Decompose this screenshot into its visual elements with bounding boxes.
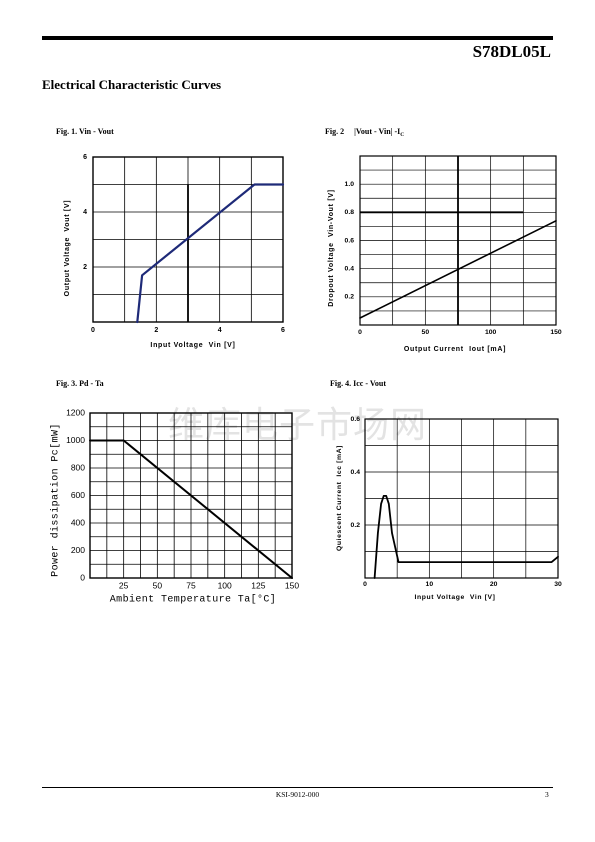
y-tick-label: 6 xyxy=(83,154,87,161)
figure-3-caption: Fig. 3. Pd - Ta xyxy=(56,379,104,388)
y-tick-label: 600 xyxy=(71,490,85,500)
page-number: 3 xyxy=(545,790,549,799)
x-tick-label: 0 xyxy=(363,581,367,588)
x-tick-label: 0 xyxy=(91,327,95,334)
x-tick-label: 20 xyxy=(490,581,498,588)
plot-frame xyxy=(364,418,559,579)
figure-1-chart: 0 2 4 6 2 4 6 Input Voltage Vin [V] Output Volta… xyxy=(64,154,285,349)
figure-1-caption: Fig. 1. Vin - Vout xyxy=(56,127,114,136)
x-tick-label: 0 xyxy=(358,329,362,336)
document-code: KSI-9012-000 xyxy=(275,790,320,799)
x-tick-label: 100 xyxy=(218,580,232,590)
y-tick-label: 2 xyxy=(83,264,87,271)
y-tick-label: 0.6 xyxy=(351,416,361,423)
y-tick-label: 0.4 xyxy=(351,469,361,476)
figure-2-caption-formula: |Vout - Vin| -I xyxy=(354,127,401,136)
plot-frame xyxy=(89,412,293,579)
data-line xyxy=(373,494,559,579)
y-tick-label: 0 xyxy=(80,572,85,582)
x-tick-label: 100 xyxy=(485,329,497,336)
x-axis-label: Output Current Iout [mA] xyxy=(404,346,506,353)
y-tick-label: 0.2 xyxy=(345,294,355,301)
y-axis-label: Quiescent Current Icc [mA] xyxy=(336,445,343,551)
y-axis-label: Dropout Voltage Vin-Vout [V] xyxy=(328,189,335,307)
section-title: Electrical Characteristic Curves xyxy=(42,77,222,92)
x-tick-label: 50 xyxy=(153,580,163,590)
figure-4-caption: Fig. 4. Icc - Vout xyxy=(330,379,386,388)
data-line xyxy=(89,439,293,579)
y-axis-label: Output Voltage Vout [V] xyxy=(64,200,71,297)
x-tick-label: 6 xyxy=(281,327,285,334)
y-tick-label: 1000 xyxy=(66,435,85,445)
y-tick-label: 1.0 xyxy=(345,181,355,188)
x-axis-label: Input Voltage Vin [V] xyxy=(150,342,235,349)
x-tick-label: 25 xyxy=(119,580,129,590)
part-number-title: S78DL05L xyxy=(472,42,551,61)
x-tick-label: 150 xyxy=(285,580,299,590)
y-tick-label: 200 xyxy=(71,545,85,555)
figure-2-caption-label: Fig. 2 xyxy=(325,127,345,136)
figure-2-chart: 0 50 100 150 0.2 0.4 0.6 0.8 1.0 Output Current I… xyxy=(328,155,562,353)
plot-frame xyxy=(359,155,557,326)
x-tick-label: 150 xyxy=(550,329,562,336)
x-tick-label: 50 xyxy=(422,329,430,336)
plot-frame xyxy=(92,156,284,323)
figure-2-caption-subscript: C xyxy=(400,132,405,138)
y-tick-label: 0.8 xyxy=(345,209,355,216)
y-tick-label: 800 xyxy=(71,462,85,472)
y-tick-label: 400 xyxy=(71,517,85,527)
x-tick-label: 30 xyxy=(554,581,562,588)
y-tick-label: 0.4 xyxy=(345,265,355,272)
data-line xyxy=(136,183,285,324)
figure-3-chart: 25 50 75 100 125 150 0 200 400 600 800 1000 1200 Ambi… xyxy=(50,407,300,605)
y-axis-label: Power dissipation Pc[mW] xyxy=(50,423,62,577)
x-tick-label: 2 xyxy=(154,327,158,334)
x-tick-label: 75 xyxy=(186,580,196,590)
x-axis-label: Ambient Temperature Ta[°C] xyxy=(110,594,276,606)
watermark: 维库电子市场网 xyxy=(168,405,428,446)
y-tick-label: 0.6 xyxy=(345,237,355,244)
figure-2-caption: Fig. 2 |Vout - Vin| -IC xyxy=(325,127,405,138)
y-tick-label: 1200 xyxy=(66,407,85,417)
x-tick-label: 10 xyxy=(426,581,434,588)
x-axis-label: Input Voltage Vin [V] xyxy=(415,594,496,601)
footer-rule xyxy=(42,787,553,788)
x-tick-label: 4 xyxy=(218,327,222,334)
x-tick-label: 125 xyxy=(251,580,265,590)
figure-4-chart: 0 10 20 30 0.2 0.4 0.6 Input Voltage Vin [V] Qui… xyxy=(336,416,562,601)
data-line xyxy=(359,220,557,319)
header-rule xyxy=(42,36,553,40)
y-tick-label: 0.2 xyxy=(351,522,361,529)
y-tick-label: 4 xyxy=(83,209,87,216)
